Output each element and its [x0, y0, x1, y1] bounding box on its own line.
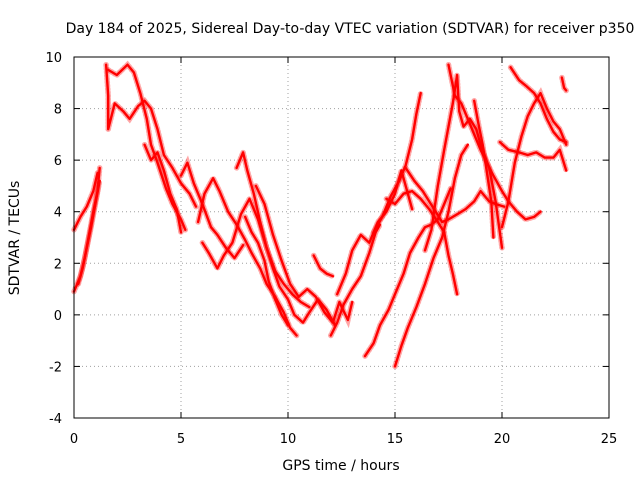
series-trace-6 [143, 143, 183, 234]
series-trace-11 [244, 215, 290, 327]
series-trace-18 [385, 189, 459, 296]
series-trace-10 [235, 151, 337, 327]
series-band-trace-17 [370, 90, 424, 236]
series-trace-12 [254, 184, 354, 324]
series-trace-4 [104, 63, 198, 208]
series-band-trace-25 [497, 139, 569, 174]
series-group [71, 60, 569, 370]
y-tick-label: 4 [54, 206, 62, 221]
series-trace-8 [196, 177, 298, 337]
series-trace-15 [336, 169, 414, 296]
x-tick-label: 10 [280, 432, 297, 447]
y-tick-label: 2 [54, 257, 62, 272]
x-tick-label: 15 [387, 432, 404, 447]
series-trace-24 [509, 66, 568, 144]
series-trace-16 [363, 187, 452, 358]
y-tick-label: 8 [54, 103, 62, 118]
series-trace-25 [498, 140, 568, 172]
axis-ticks: 0 5 10 15 20 25 -4 -2 0 2 4 6 8 10 [45, 51, 617, 447]
chart-title: Day 184 of 2025, Sidereal Day-to-day VTE… [66, 21, 635, 37]
series-trace-20 [404, 166, 506, 224]
plot-frame [73, 56, 610, 419]
x-tick-label: 25 [601, 432, 618, 447]
y-tick-label: 6 [54, 154, 62, 169]
series-trace-19 [393, 143, 469, 368]
series-band-trace-10 [233, 143, 338, 328]
series-trace-9 [201, 197, 311, 309]
series-trace-1 [72, 171, 99, 231]
series-trace-27 [560, 76, 568, 92]
y-axis-label: SDTVAR / TECUs [7, 181, 23, 296]
x-axis-label: GPS time / hours [282, 458, 399, 474]
series-trace-3 [77, 179, 101, 286]
grid-lines [74, 57, 609, 418]
series-trace-17 [372, 91, 422, 234]
series-trace-5 [107, 63, 187, 231]
y-tick-label: 0 [54, 309, 62, 324]
series-trace-14 [329, 223, 382, 337]
series-band-trace-2 [71, 165, 103, 295]
y-tick-label: -4 [49, 412, 62, 427]
series-trace-22 [447, 63, 542, 221]
x-tick-label: 20 [494, 432, 511, 447]
x-tick-label: 0 [70, 432, 78, 447]
y-tick-label: 10 [45, 51, 62, 66]
x-tick-label: 5 [177, 432, 185, 447]
series-trace-26 [500, 91, 568, 229]
y-tick-label: -2 [49, 360, 62, 375]
series-trace-7 [179, 161, 245, 260]
series-trace-23 [473, 99, 495, 239]
series-trace-13 [312, 254, 335, 278]
